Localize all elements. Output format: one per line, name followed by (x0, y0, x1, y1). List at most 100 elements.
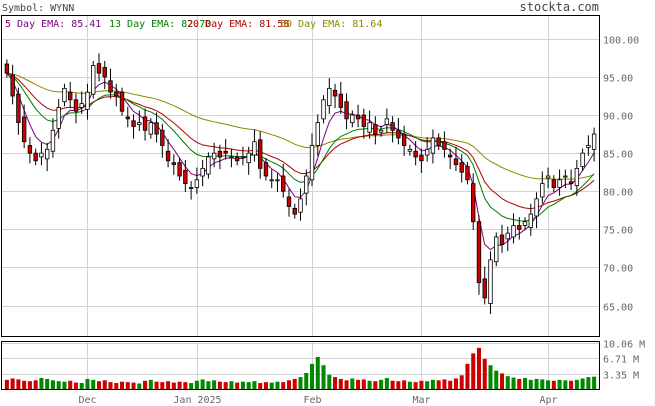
candle-body (442, 141, 447, 150)
volume-bar (413, 382, 418, 389)
volume-bar (200, 379, 205, 389)
volume-bar (528, 379, 533, 389)
candle-body (511, 225, 516, 238)
volume-bar (125, 382, 130, 389)
candle-body (102, 67, 107, 78)
candle-body (16, 93, 21, 124)
volume-bar (166, 381, 171, 389)
ema20-label: 20 Day EMA: 81.58 (187, 19, 289, 30)
volume-bar (551, 380, 556, 389)
volume-bar (137, 383, 142, 389)
candle-body (10, 74, 15, 97)
volume-bar (499, 373, 505, 389)
candle-body (206, 156, 211, 175)
candle-body (252, 141, 257, 156)
volume-tick-label: 10.06 M (603, 340, 645, 351)
candle-body (137, 122, 142, 125)
volume-bar (465, 363, 470, 389)
volume-bar (494, 370, 499, 389)
volume-bar (171, 382, 176, 389)
candle-body (68, 91, 73, 101)
volume-bar (79, 383, 84, 389)
candle-body (419, 154, 424, 162)
volume-bar (73, 382, 78, 389)
candle-body (591, 133, 597, 150)
candle-body (177, 162, 182, 177)
candle-body (27, 145, 33, 154)
candle-body (108, 80, 113, 93)
candle-body (39, 152, 44, 158)
volume-bar (442, 379, 447, 389)
ema13-line (6, 72, 595, 222)
candle-body (85, 91, 90, 110)
volume-bar (194, 380, 199, 389)
volume-bar (22, 380, 27, 389)
candle-body (476, 221, 482, 284)
volume-bar (586, 377, 591, 389)
volume-bar (356, 379, 361, 389)
price-tick-label: 85.00 (603, 150, 633, 161)
ema13-label: 13 Day EMA: 82.70 (109, 19, 211, 30)
candlesticks (4, 53, 597, 314)
volume-bar (258, 383, 263, 389)
volume-tick-label: 3.35 M (603, 371, 639, 382)
volume-bar (143, 380, 148, 389)
candle-body (240, 156, 246, 159)
volume-bar (235, 382, 240, 389)
candle-body (119, 91, 125, 112)
candle-body (321, 99, 326, 120)
month-label: Mar (412, 395, 430, 406)
volume-tick-label: 6.71 M (603, 355, 639, 366)
candle-body (4, 63, 10, 74)
candle-body (315, 122, 320, 146)
candle-body (154, 122, 159, 135)
candle-body (165, 150, 171, 162)
candle-body (568, 181, 574, 185)
candle-body (459, 162, 464, 173)
volume-bar (540, 379, 545, 389)
volume-bar (344, 380, 349, 389)
candle-body (338, 93, 343, 108)
candle-body (453, 158, 459, 165)
candle-body (361, 114, 367, 127)
candle-body (62, 87, 67, 103)
candle-body (557, 179, 562, 188)
candle-body (223, 150, 228, 154)
volume-bar (304, 372, 309, 389)
price-tick-label: 75.00 (603, 226, 633, 237)
candle-body (96, 63, 102, 74)
candle-body (373, 124, 378, 135)
candle-body (528, 213, 533, 228)
volume-bar (85, 378, 90, 389)
candle-body (281, 175, 286, 192)
symbol-label: Symbol: WYNN (2, 3, 74, 14)
volume-bar (574, 379, 579, 389)
volume-bar (96, 381, 102, 389)
candle-body (540, 183, 545, 198)
volume-bar (212, 380, 217, 389)
volume-bars (4, 347, 597, 389)
candle-body (424, 148, 430, 156)
candle-body (499, 234, 505, 245)
volume-bar (177, 381, 182, 389)
volume-bar (419, 380, 424, 389)
candle-body (545, 175, 551, 179)
volume-bar (436, 380, 441, 389)
volume-bar (350, 378, 355, 389)
volume-bar (396, 381, 401, 389)
volume-bar (453, 378, 458, 389)
candle-body (142, 116, 148, 131)
volume-bar (448, 380, 453, 389)
ema50-label: 50 Day EMA: 81.64 (280, 19, 382, 30)
volume-bar (315, 356, 320, 389)
candle-body (309, 145, 315, 181)
volume-bar (223, 382, 228, 389)
volume-bar (557, 379, 562, 389)
candle-body (131, 120, 136, 127)
volume-bar (39, 378, 44, 389)
candle-body (407, 148, 413, 152)
volume-bar (333, 377, 338, 389)
candle-body (194, 179, 200, 188)
candle-body (413, 150, 418, 158)
candle-body (517, 225, 522, 230)
